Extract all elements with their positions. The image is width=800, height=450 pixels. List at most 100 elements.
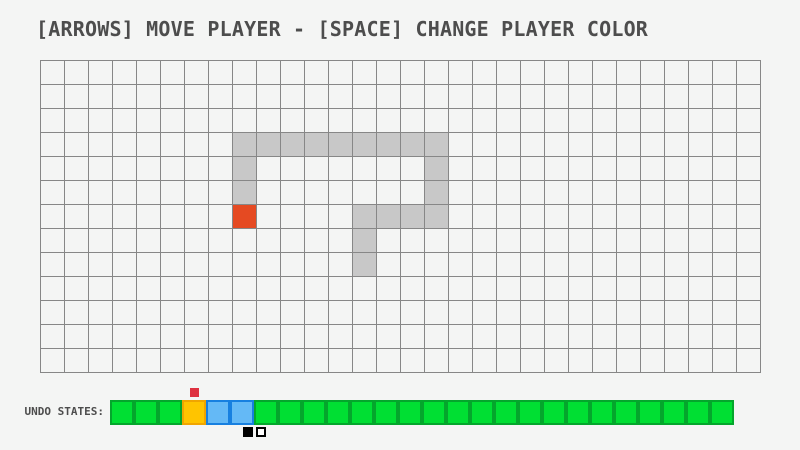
grid-cell bbox=[521, 325, 545, 349]
grid-cell bbox=[617, 85, 641, 109]
grid-cell bbox=[353, 277, 377, 301]
grid-cell bbox=[737, 349, 761, 373]
grid-cell bbox=[449, 277, 473, 301]
grid-cell bbox=[257, 253, 281, 277]
grid-cell bbox=[641, 253, 665, 277]
grid-cell bbox=[137, 229, 161, 253]
grid-cell bbox=[569, 253, 593, 277]
grid-cell bbox=[137, 325, 161, 349]
grid-cell bbox=[329, 205, 353, 229]
grid-cell bbox=[449, 325, 473, 349]
grid-cell bbox=[89, 301, 113, 325]
grid-cell bbox=[593, 181, 617, 205]
grid-cell bbox=[257, 325, 281, 349]
undo-state-cell-green bbox=[686, 400, 710, 425]
grid-cell bbox=[185, 61, 209, 85]
grid-cell bbox=[521, 277, 545, 301]
undo-state-cell-blue bbox=[206, 400, 230, 425]
grid-cell bbox=[665, 301, 689, 325]
grid-cell bbox=[401, 301, 425, 325]
grid-cell bbox=[161, 205, 185, 229]
grid-cell bbox=[425, 277, 449, 301]
grid-cell bbox=[209, 229, 233, 253]
grid-cell bbox=[161, 301, 185, 325]
grid-cell bbox=[689, 229, 713, 253]
grid-cell bbox=[233, 253, 257, 277]
grid-cell bbox=[137, 205, 161, 229]
grid-cell bbox=[113, 229, 137, 253]
grid-cell bbox=[737, 133, 761, 157]
undo-state-cell-green bbox=[566, 400, 590, 425]
grid-cell bbox=[737, 325, 761, 349]
grid-cell bbox=[497, 301, 521, 325]
grid-cell bbox=[449, 85, 473, 109]
grid-cell bbox=[281, 349, 305, 373]
grid-cell bbox=[713, 61, 737, 85]
grid-cell bbox=[497, 205, 521, 229]
grid-cell bbox=[257, 61, 281, 85]
grid-cell bbox=[185, 325, 209, 349]
grid-cell bbox=[593, 325, 617, 349]
grid-cell bbox=[689, 349, 713, 373]
grid-cell bbox=[737, 277, 761, 301]
grid-cell bbox=[281, 181, 305, 205]
grid-cell bbox=[665, 85, 689, 109]
grid-cell bbox=[281, 61, 305, 85]
grid-cell bbox=[401, 229, 425, 253]
grid-cell bbox=[209, 301, 233, 325]
grid-cell bbox=[449, 205, 473, 229]
trail-cell bbox=[377, 133, 401, 157]
grid-cell bbox=[593, 85, 617, 109]
game-title: [ARROWS] MOVE PLAYER - [SPACE] CHANGE PL… bbox=[36, 17, 649, 41]
grid-cell bbox=[569, 61, 593, 85]
grid-cell bbox=[425, 85, 449, 109]
grid-cell bbox=[185, 253, 209, 277]
grid-cell bbox=[521, 301, 545, 325]
grid-cell bbox=[233, 61, 257, 85]
grid-cell bbox=[425, 301, 449, 325]
grid-cell bbox=[257, 85, 281, 109]
grid-cell bbox=[569, 205, 593, 229]
grid-cell bbox=[281, 325, 305, 349]
grid-cell bbox=[257, 157, 281, 181]
grid-cell bbox=[89, 253, 113, 277]
grid-cell bbox=[329, 229, 353, 253]
grid-cell bbox=[41, 349, 65, 373]
grid-cell bbox=[569, 349, 593, 373]
grid-cell bbox=[713, 229, 737, 253]
grid-cell bbox=[545, 229, 569, 253]
trail-cell bbox=[425, 133, 449, 157]
grid-cell bbox=[329, 301, 353, 325]
grid-cell bbox=[257, 205, 281, 229]
grid-cell bbox=[473, 205, 497, 229]
grid-cell bbox=[113, 253, 137, 277]
grid-cell bbox=[185, 157, 209, 181]
grid-cell bbox=[185, 349, 209, 373]
grid-cell bbox=[689, 85, 713, 109]
grid-cell bbox=[209, 325, 233, 349]
trail-cell bbox=[353, 229, 377, 253]
grid-cell bbox=[569, 109, 593, 133]
grid-cell bbox=[545, 181, 569, 205]
grid-cell bbox=[281, 109, 305, 133]
grid-cell bbox=[65, 277, 89, 301]
undo-position-marker bbox=[190, 388, 199, 397]
grid-cell bbox=[641, 349, 665, 373]
grid-cell bbox=[305, 301, 329, 325]
grid-cell bbox=[65, 325, 89, 349]
grid-cell bbox=[89, 61, 113, 85]
grid-cell bbox=[377, 277, 401, 301]
grid-cell bbox=[425, 109, 449, 133]
grid-cell bbox=[377, 85, 401, 109]
grid-cell bbox=[329, 253, 353, 277]
grid-cell bbox=[569, 157, 593, 181]
grid-cell bbox=[401, 109, 425, 133]
grid-cell bbox=[353, 181, 377, 205]
grid-cell bbox=[41, 157, 65, 181]
grid-cell bbox=[233, 325, 257, 349]
grid-cell bbox=[41, 301, 65, 325]
undo-state-cell-green bbox=[374, 400, 398, 425]
grid-cell bbox=[305, 181, 329, 205]
grid-cell bbox=[89, 229, 113, 253]
grid-cell bbox=[641, 205, 665, 229]
